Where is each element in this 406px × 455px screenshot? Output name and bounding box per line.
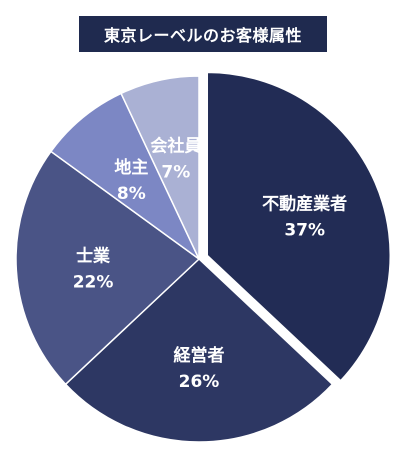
slice-percent-label: 8% [117,184,146,204]
slice-percent-label: 26% [179,372,220,392]
slice-category-label: 不動産業者 [262,193,347,214]
pie-slice-0 [206,71,391,382]
chart-title: 東京レーベルのお客様属性 [79,16,327,52]
slice-category-label: 経営者 [174,345,225,366]
slice-category-label: 地主 [114,157,148,178]
pie-slice-3 [49,92,200,260]
slice-percent-label: 37% [284,220,325,240]
pie-slice-2 [15,150,201,386]
slice-category-label: 会社員 [150,135,201,156]
slice-category-label: 士業 [76,246,110,267]
slice-percent-label: 22% [73,273,114,293]
pie-slice-4 [120,75,200,260]
slice-percent-label: 7% [161,162,190,182]
pie-slice-1 [64,257,334,443]
